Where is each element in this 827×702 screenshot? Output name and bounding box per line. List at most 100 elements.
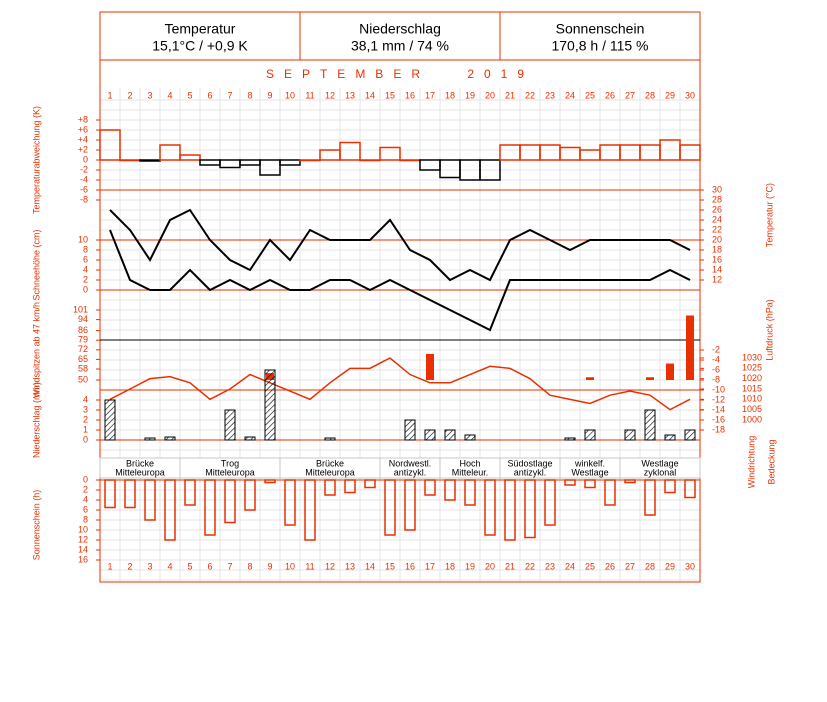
anomaly-bar: [559, 146, 581, 161]
y-tick-label: -2: [712, 344, 720, 354]
axis-label: Sonnenschein (h): [31, 490, 41, 561]
sunshine-bar: [524, 479, 536, 539]
day-label: 11: [305, 561, 314, 571]
day-label: 8: [247, 561, 252, 571]
anomaly-bar: [139, 159, 161, 162]
y-tick-label: +2: [78, 144, 88, 154]
day-label: 17: [425, 561, 435, 571]
anomaly-bar: [159, 144, 181, 161]
y-tick-label: 30: [712, 184, 722, 194]
sunshine-bar: [644, 479, 656, 516]
y-tick-label: -4: [712, 354, 720, 364]
weather-pattern-label: winkelf.: [574, 458, 605, 468]
day-label: 2: [127, 561, 132, 571]
right-label: Windrichtung: [746, 436, 756, 489]
y-tick-label: 16: [78, 554, 88, 564]
precip-bar: [584, 429, 596, 441]
weather-pattern-label: antizykl.: [394, 467, 427, 477]
day-label: 16: [405, 561, 415, 571]
y-tick-label: 4: [83, 394, 88, 404]
sunshine-bar: [564, 479, 576, 486]
precip-bar: [564, 437, 576, 441]
day-label: 7: [227, 90, 232, 100]
y-tick-label: 26: [712, 204, 722, 214]
y-tick-label: 12: [78, 534, 88, 544]
y-tick-label: -16: [712, 414, 725, 424]
y-tick-label: 10: [78, 234, 88, 244]
weather-pattern-label: Westlage: [641, 458, 678, 468]
line-min: [109, 229, 691, 332]
anomaly-bar: [599, 144, 621, 161]
y-tick-label: +6: [78, 124, 88, 134]
day-label: 13: [345, 90, 355, 100]
day-label: 7: [227, 561, 232, 571]
y-tick-label: -12: [712, 394, 725, 404]
day-label: 4: [167, 90, 172, 100]
day-label: 29: [665, 561, 675, 571]
wind-bar: [426, 353, 434, 380]
y-tick-label: -8: [712, 374, 720, 384]
sunshine-bar: [304, 479, 316, 541]
y-tick-label: 2: [83, 484, 88, 494]
wind-bar: [666, 363, 674, 380]
day-label: 6: [207, 561, 212, 571]
anomaly-bar: [259, 159, 281, 176]
y-tick-label: 1000: [742, 414, 762, 424]
frame: [99, 11, 701, 583]
day-label: 18: [445, 561, 455, 571]
sunshine-bar: [544, 479, 556, 526]
day-label: 16: [405, 90, 415, 100]
anomaly-bar: [379, 146, 401, 161]
y-tick-label: 72: [78, 344, 88, 354]
y-tick-label: 0: [83, 474, 88, 484]
anomaly-bar: [539, 144, 561, 161]
anomaly-bar: [579, 149, 601, 161]
y-tick-label: -2: [80, 164, 88, 174]
day-label: 21: [505, 561, 515, 571]
day-label: 28: [645, 561, 655, 571]
day-label: 23: [545, 561, 555, 571]
axis-label: Windspitzen ab 47 km/h: [31, 302, 41, 398]
y-tick-label: 22: [712, 224, 722, 234]
sunshine-bar: [624, 479, 636, 484]
header-title: Temperatur: [165, 21, 236, 37]
weather-pattern-label: Westlage: [571, 467, 608, 477]
day-label: 29: [665, 90, 675, 100]
day-label: 12: [325, 561, 335, 571]
day-label: 4: [167, 561, 172, 571]
day-label: 14: [365, 561, 375, 571]
sunshine-bar: [104, 479, 116, 509]
y-tick-label: 28: [712, 194, 722, 204]
header-title: Niederschlag: [359, 21, 441, 37]
precip-bar: [264, 369, 276, 441]
anomaly-bar: [519, 144, 541, 161]
sunshine-bar: [604, 479, 616, 506]
weather-pattern-label: Brücke: [316, 458, 344, 468]
y-tick-label: 1010: [742, 394, 762, 404]
day-label: 6: [207, 90, 212, 100]
sunshine-bar: [584, 479, 596, 489]
day-label: 23: [545, 90, 555, 100]
sunshine-bar: [244, 479, 256, 511]
y-tick-label: 18: [712, 244, 722, 254]
day-label: 3: [147, 561, 152, 571]
sunshine-bar: [264, 479, 276, 484]
day-label: 15: [385, 561, 395, 571]
day-label: 8: [247, 90, 252, 100]
day-label: 25: [585, 561, 595, 571]
y-tick-label: 50: [78, 374, 88, 384]
day-label: 5: [187, 90, 192, 100]
anomaly-bar: [679, 144, 701, 161]
day-label: 19: [465, 90, 475, 100]
y-tick-label: 1005: [742, 404, 762, 414]
y-tick-label: 6: [83, 504, 88, 514]
header-title: Sonnenschein: [556, 21, 645, 37]
y-tick-label: +4: [78, 134, 88, 144]
day-label: 10: [285, 561, 295, 571]
sunshine-bar: [664, 479, 676, 494]
y-tick-label: -6: [712, 364, 720, 374]
day-label: 22: [525, 561, 535, 571]
day-label: 19: [465, 561, 475, 571]
y-tick-label: -18: [712, 424, 725, 434]
